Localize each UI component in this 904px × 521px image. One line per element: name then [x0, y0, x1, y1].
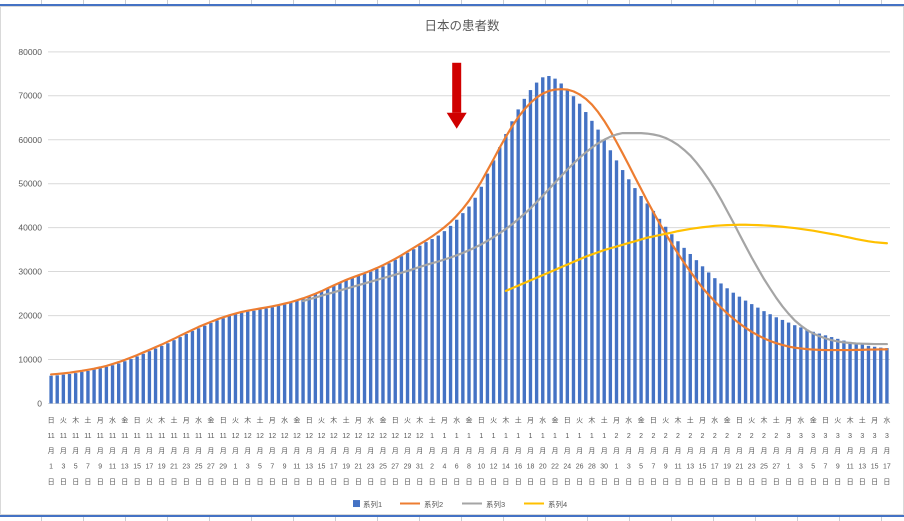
svg-text:30000: 30000 — [18, 267, 42, 277]
svg-text:0: 0 — [37, 398, 42, 408]
svg-text:70000: 70000 — [18, 91, 42, 101]
legend-label-series4[interactable]: 系列4 — [548, 499, 567, 509]
legend-label-series1[interactable]: 系列1 — [363, 499, 382, 509]
legend-label-series2[interactable]: 系列2 — [424, 499, 443, 509]
legend-marker-series1 — [353, 500, 360, 508]
chart-title[interactable]: 日本の患者数 — [425, 18, 500, 33]
line-series[interactable] — [50, 88, 888, 376]
chart-object[interactable]: 日本の患者数 0 10000 20000 30000 40000 50000 60000 70… — [0, 6, 904, 515]
legend-label-series3[interactable]: 系列3 — [486, 499, 505, 509]
sheet-gridline-top — [0, 0, 904, 6]
legend: 系列1 系列2 系列3 系列4 — [353, 499, 567, 509]
svg-text:40000: 40000 — [18, 223, 42, 233]
red-arrow-annotation[interactable] — [446, 62, 467, 129]
svg-text:60000: 60000 — [18, 135, 42, 145]
svg-text:50000: 50000 — [18, 179, 42, 189]
bar-series[interactable] — [49, 75, 889, 404]
x-axis-labels: 日 11 月 1 日火 11 月 3 日木 11 月 5 日土 11 月 7 日月 11 月 9 日水 11 月 11 日金 11… — [47, 415, 890, 486]
svg-text:20000: 20000 — [18, 311, 42, 321]
chart-canvas: 日本の患者数 0 10000 20000 30000 40000 50000 60000 70… — [18, 18, 891, 509]
svg-text:80000: 80000 — [18, 47, 42, 57]
sheet-gridline-bottom — [0, 515, 904, 521]
y-axis-labels: 0 10000 20000 30000 40000 50000 60000 70000 8000… — [18, 47, 42, 409]
svg-text:10000: 10000 — [18, 355, 42, 365]
